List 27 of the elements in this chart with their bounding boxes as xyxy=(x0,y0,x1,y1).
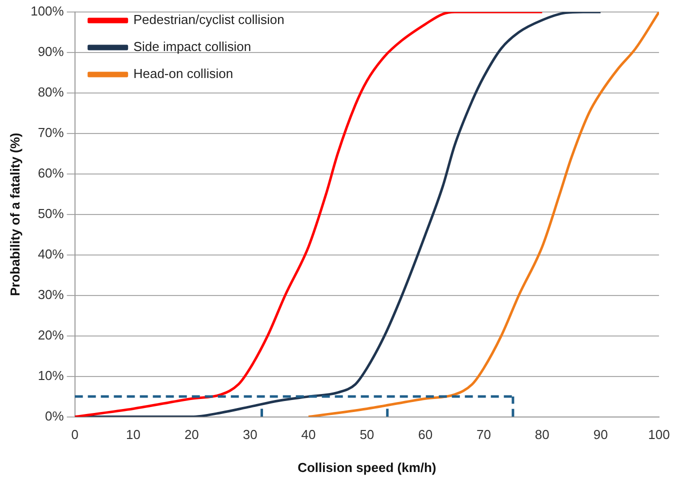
y-tick-label: 70% xyxy=(38,125,64,140)
legend-label: Pedestrian/cyclist collision xyxy=(133,12,284,28)
y-axis-title: Probability of a fatality (%) xyxy=(7,132,22,296)
y-tick-label: 80% xyxy=(38,84,64,100)
y-tick-label: 30% xyxy=(38,286,64,302)
x-tick-label: 100 xyxy=(648,427,670,442)
x-tick-label: 70 xyxy=(476,427,491,442)
x-tick-label: 50 xyxy=(360,427,374,442)
x-tick-label: 20 xyxy=(184,427,199,442)
x-tick-label: 80 xyxy=(534,427,550,442)
y-tick-label: 0% xyxy=(45,408,64,424)
x-tick-label: 60 xyxy=(418,427,433,442)
y-tick-label: 90% xyxy=(38,44,64,60)
x-tick-label: 0 xyxy=(71,427,78,442)
y-tick-label: 10% xyxy=(38,368,64,383)
x-tick-label: 10 xyxy=(126,427,140,442)
y-tick-label: 100% xyxy=(30,4,64,19)
y-tick-label: 50% xyxy=(38,206,64,221)
y-tick-label: 20% xyxy=(38,327,64,342)
x-tick-label: 90 xyxy=(593,427,608,442)
x-tick-label: 40 xyxy=(301,427,316,442)
x-tick-label: 30 xyxy=(242,427,258,442)
legend-label: Head-on collision xyxy=(133,66,234,82)
legend-label: Side impact collision xyxy=(133,39,252,54)
y-tick-label: 60% xyxy=(38,166,64,180)
y-tick-label: 40% xyxy=(38,246,64,262)
x-axis-title: Collision speed (km/h) xyxy=(298,460,436,475)
